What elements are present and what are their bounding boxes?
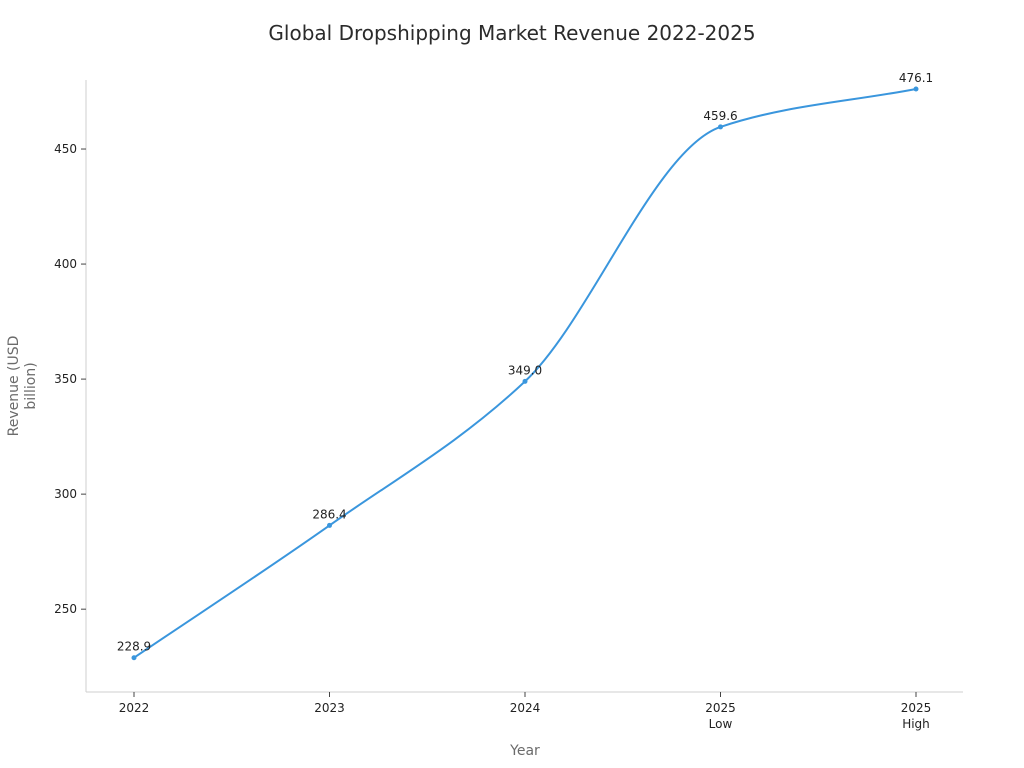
y-axis-title-line-2: billion)	[23, 362, 39, 409]
data-point	[327, 522, 332, 528]
y-tick-label: 450	[54, 142, 77, 156]
data-label: 459.6	[703, 109, 737, 123]
x-tick-label: High	[902, 717, 930, 731]
y-axis-ticks: 250 300 350 400 450	[54, 142, 86, 616]
x-axis-ticks: 2022 2023 2024 2025 Low 2025 High	[119, 692, 932, 731]
x-tick-label: 2025	[705, 701, 736, 715]
data-label: 286.4	[312, 507, 346, 521]
x-axis-title: Year	[509, 743, 540, 759]
data-labels: 228.9 286.4 349.0 459.6 476.1	[117, 71, 933, 654]
y-tick-label: 400	[54, 257, 77, 271]
y-tick-label: 350	[54, 372, 77, 386]
y-axis-title-line-1: Revenue (USD	[6, 336, 22, 437]
data-point	[522, 378, 528, 384]
data-point	[131, 655, 137, 661]
x-tick-label: 2023	[314, 701, 345, 715]
x-tick-label: Low	[709, 717, 733, 731]
data-point	[913, 86, 919, 92]
x-tick-label: 2025	[901, 701, 932, 715]
y-tick-label: 300	[54, 487, 77, 501]
x-tick-label: 2024	[510, 701, 541, 715]
y-axis-title: Revenue (USD billion)	[6, 336, 39, 437]
data-point	[718, 124, 723, 130]
y-tick-label: 250	[54, 602, 77, 616]
x-tick-label: 2022	[119, 701, 150, 715]
series-layer	[131, 86, 919, 661]
chart-title: Global Dropshipping Market Revenue 2022-…	[268, 21, 755, 45]
data-label: 349.0	[508, 363, 542, 377]
data-label: 228.9	[117, 640, 151, 654]
data-label: 476.1	[899, 71, 933, 85]
